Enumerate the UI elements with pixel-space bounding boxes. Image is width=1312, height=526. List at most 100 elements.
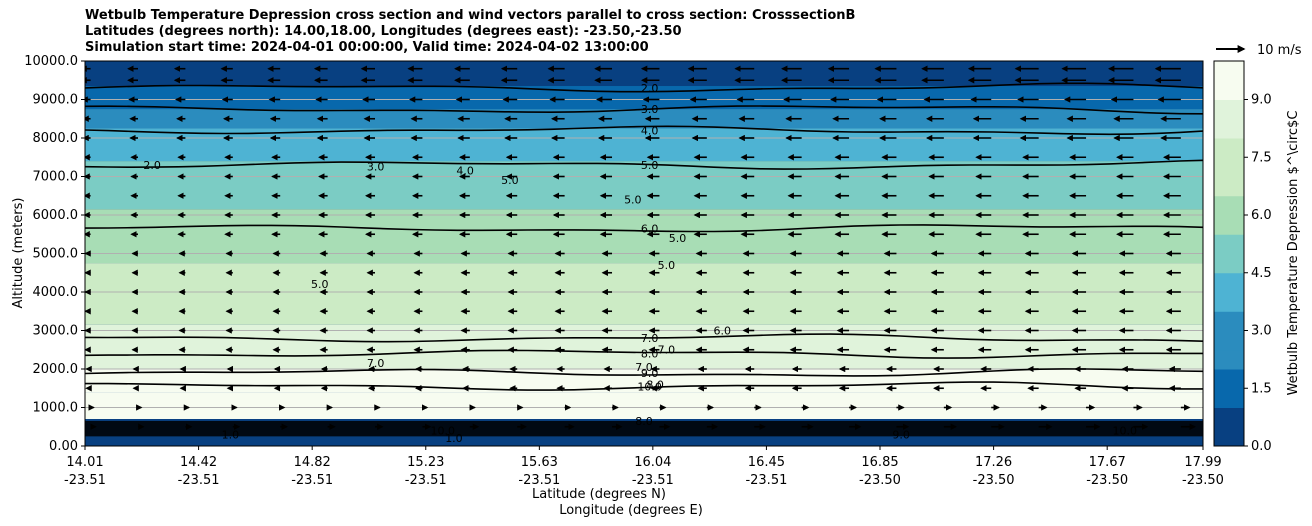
colorbar-segment: [1214, 330, 1244, 351]
colorbar-segment: [1214, 61, 1244, 81]
contour-line: [85, 105, 1203, 115]
plot-area: 2.0 3.0 4.0 5.0 6.0 7.0 8.0 9.0 10.0 2.0 3.0 4.0 5.0…: [85, 61, 1203, 446]
x-tick-label-latitude: 14.42: [180, 455, 217, 470]
colorbar-segment: [1214, 195, 1244, 216]
inline-contour-label: 5.0: [624, 193, 642, 206]
inline-contour-label: 8.0: [635, 415, 653, 428]
colorbar-segment: [1214, 234, 1244, 254]
contour-label: 7.0: [641, 332, 659, 345]
colorbar-segment: [1214, 426, 1244, 447]
x-tick-label-latitude: 14.82: [294, 455, 331, 470]
x-tick-label-latitude: 15.63: [521, 455, 558, 470]
filled-band: [85, 263, 1203, 325]
x-tick-label-latitude: 14.01: [66, 455, 103, 470]
filled-band: [85, 109, 1203, 129]
colorbar-segment: [1214, 292, 1244, 312]
x-tick-label-longitude: -23.51: [745, 473, 787, 488]
x-axis-label-latitude: Latitude (degrees N): [532, 487, 666, 502]
inline-contour-label: 2.0: [143, 159, 161, 172]
colorbar-label: Wetbulb Temperature Depression $^\circ$C: [1286, 111, 1301, 396]
contour-label: 6.0: [641, 222, 659, 235]
x-tick-label-latitude: 17.67: [1089, 455, 1126, 470]
x-tick-label-longitude: -23.50: [859, 473, 901, 488]
y-tick-label: 4000.0: [33, 285, 79, 300]
inline-contour-label: 10.0: [431, 424, 456, 437]
contour-label: 4.0: [641, 124, 659, 137]
contour-line: [85, 159, 1203, 170]
filled-band: [85, 392, 1203, 420]
wind-key: 10 m/s: [1216, 43, 1302, 58]
inline-contour-label: 3.0: [367, 161, 385, 174]
colorbar-segment: [1214, 407, 1244, 428]
chart-title-line-3: Simulation start time: 2024-04-01 00:00:…: [85, 40, 649, 55]
x-axis-label-longitude: Longitude (degrees E): [559, 503, 703, 518]
inline-contour-label: 1.0: [222, 428, 240, 441]
inline-contour-label: 6.0: [714, 324, 732, 337]
colorbar-tick-label: 3.0: [1251, 324, 1272, 339]
x-tick-label-longitude: -23.50: [1182, 473, 1224, 488]
colorbar-segment: [1214, 118, 1244, 139]
inline-contour-label: 5.0: [311, 278, 329, 291]
x-tick-label-longitude: -23.51: [178, 473, 220, 488]
surface-contour-band: [85, 420, 1203, 437]
colorbar-segment: [1214, 176, 1244, 197]
contour-line: [85, 333, 1203, 343]
x-tick-label-longitude: -23.51: [632, 473, 674, 488]
x-tick-label-latitude: 17.26: [975, 455, 1012, 470]
x-axis: 14.01 -23.51 14.42 -23.51 14.82 -23.51 15.23 -2…: [64, 446, 1224, 488]
colorbar-segment: [1214, 99, 1244, 120]
x-tick-label-longitude: -23.50: [973, 473, 1015, 488]
colorbar-segment: [1214, 369, 1244, 389]
contour-label: 3.0: [641, 103, 659, 116]
y-tick-label: 6000.0: [33, 208, 79, 223]
filled-band: [85, 324, 1203, 369]
inline-contour-label: 9.0: [892, 428, 910, 441]
colorbar-tick-label: 0.0: [1251, 439, 1272, 454]
x-tick-label-longitude: -23.51: [405, 473, 447, 488]
x-tick-label-longitude: -23.51: [291, 473, 333, 488]
x-tick-label-latitude: 16.45: [748, 455, 785, 470]
x-tick-label-latitude: 16.85: [861, 455, 898, 470]
colorbar: 0.0 1.5 3.0 4.5 6.0 7.5 9.0: [1213, 60, 1272, 454]
inline-contour-label: 7.0: [367, 357, 385, 370]
colorbar-segment: [1214, 388, 1244, 408]
contour-line: [85, 368, 1203, 377]
y-tick-label: 2000.0: [33, 362, 79, 377]
y-tick-label: 1000.0: [33, 401, 79, 416]
y-axis-label: Altitude (meters): [11, 198, 26, 309]
colorbar-segment: [1214, 311, 1244, 331]
inline-contour-label: 8.0: [646, 378, 664, 391]
colorbar-segment: [1214, 272, 1244, 293]
colorbar-segment: [1214, 138, 1244, 158]
filled-band: [85, 161, 1203, 210]
colorbar-tick-label: 4.5: [1251, 266, 1272, 281]
colorbar-segment: [1214, 253, 1244, 274]
contour-line: [85, 125, 1203, 136]
colorbar-tick-label: 9.0: [1251, 93, 1272, 108]
y-tick-label: 9000.0: [33, 93, 79, 108]
inline-contour-label: 1.0: [445, 432, 463, 445]
contour-line: [85, 224, 1203, 233]
colorbar-frame: [1213, 60, 1245, 447]
colorbar-segment: [1214, 215, 1244, 235]
inline-contour-label: 7.0: [658, 344, 676, 357]
contour-label: 5.0: [641, 159, 659, 172]
wind-key-label: 10 m/s: [1257, 43, 1302, 58]
y-tick-label: 7000.0: [33, 170, 79, 185]
x-tick-label-longitude: -23.51: [64, 473, 106, 488]
contour-lines: 2.0 3.0 4.0 5.0 6.0 7.0 8.0 9.0 10.0 2.0 3.0 4.0 5.0…: [85, 82, 1203, 445]
inline-contour-label: 5.0: [669, 232, 687, 245]
colorbar-segment: [1214, 157, 1244, 177]
inline-contour-label: 5.0: [501, 174, 519, 187]
inline-contour-label: 7.0: [635, 361, 653, 374]
x-tick-label-longitude: -23.51: [518, 473, 560, 488]
wind-vectors: [85, 65, 1196, 430]
y-axis: 0.00 1000.0 2000.0 3000.0 4000.0 5000.0 6000.0…: [24, 54, 85, 454]
colorbar-tick-label: 7.5: [1251, 150, 1272, 165]
chart-title-line-1: Wetbulb Temperature Depression cross sec…: [85, 8, 856, 23]
colorbar-segment: [1214, 80, 1244, 100]
inline-contour-label: 4.0: [456, 165, 474, 178]
y-tick-label: 8000.0: [33, 131, 79, 146]
inline-contour-label: 5.0: [658, 259, 676, 272]
